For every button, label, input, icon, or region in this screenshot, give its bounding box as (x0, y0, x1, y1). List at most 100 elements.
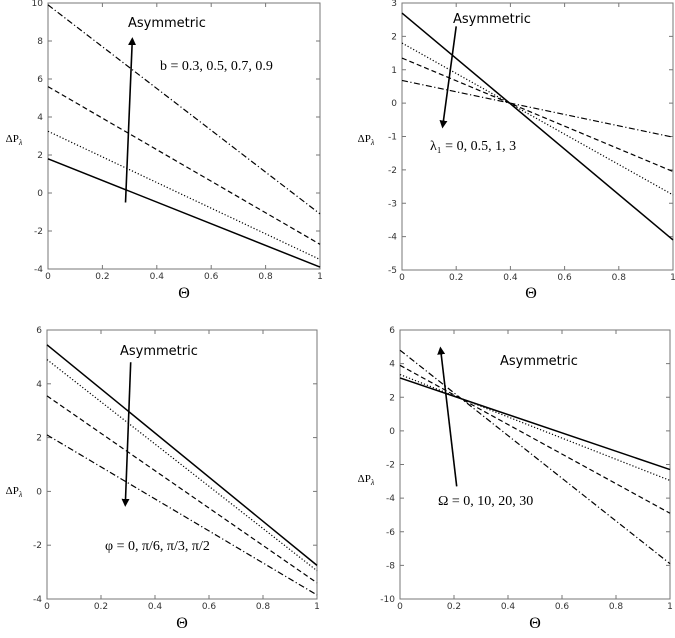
y-tick-label: 8 (37, 37, 43, 47)
y-tick-label: 0 (391, 99, 397, 109)
x-tick-label: 0.2 (447, 602, 461, 612)
series-line-dotted (47, 130, 321, 261)
y-tick-label: -6 (386, 528, 395, 538)
y-axis-label-main: ΔP (358, 473, 371, 485)
trend-arrow (121, 362, 132, 507)
x-tick-label: 1 (317, 272, 323, 282)
series-line-dashed (399, 364, 671, 514)
plot-frame (401, 2, 674, 271)
series-line-dotted (401, 42, 674, 196)
x-axis-label: Θ (178, 285, 190, 302)
series-line-solid (47, 158, 321, 268)
parameter-label: λ₁ = 0, 0.5, 1, 3 (430, 139, 516, 154)
y-tick-label: 4 (36, 380, 42, 390)
series-line-dotted (399, 373, 671, 482)
annotation-asymmetric: Asymmetric (500, 354, 578, 369)
series-line-dashed (401, 57, 674, 173)
x-tick-label: 0.4 (150, 272, 165, 282)
x-tick-label: 0.6 (202, 602, 217, 612)
series-line-dashed (47, 86, 321, 245)
y-axis-label: ΔPλ (358, 133, 375, 147)
parameter-label: φ = 0, π/6, π/3, π/2 (105, 539, 210, 554)
parameter-label: Ω = 0, 10, 20, 30 (438, 494, 533, 509)
y-tick-label: -1 (388, 133, 397, 143)
y-tick-label: -4 (388, 233, 397, 243)
y-tick-label: -2 (33, 541, 42, 551)
panel-4: 0 0.2 0.4 0.6 0.8 1 -10 -8 -6 -4 -2 0 2 4 6 Asymmetric Ω… (358, 326, 673, 632)
trend-arrow (439, 26, 457, 129)
parameter-label: b = 0.3, 0.5, 0.7, 0.9 (160, 59, 273, 74)
x-tick-label: 0 (44, 602, 50, 612)
x-tick-label: 0.6 (557, 273, 572, 283)
y-tick-label: 3 (391, 0, 397, 9)
y-axis-label-sub: λ (18, 138, 23, 147)
y-tick-label: -10 (380, 595, 395, 605)
x-tick-label: 0 (45, 272, 51, 282)
series-line-dashed (46, 395, 318, 584)
y-tick-label: 0 (389, 427, 395, 437)
annotation-asymmetric: Asymmetric (120, 344, 198, 359)
y-axis-label: ΔPλ (358, 473, 375, 487)
y-tick-label: -2 (388, 166, 397, 176)
y-axis-label-main: ΔP (6, 485, 19, 497)
x-axis-label: Θ (529, 615, 541, 632)
y-tick-label: -2 (34, 227, 43, 237)
panel-1: 0 0.2 0.4 0.6 0.8 1 -4 -2 0 2 4 6 8 10 Asymmetric b = 0… (6, 0, 323, 302)
x-tick-label: 1 (670, 273, 675, 283)
trend-arrow (124, 37, 137, 203)
x-tick-label: 0.4 (148, 602, 163, 612)
series-line-dotted (46, 359, 318, 572)
y-axis-label: ΔPλ (6, 133, 23, 147)
x-axis-label: Θ (176, 615, 188, 632)
y-tick-label: 0 (36, 487, 42, 497)
series-line-dashdot (399, 349, 671, 565)
y-tick-label: 10 (32, 0, 44, 9)
y-tick-label: -4 (386, 494, 395, 504)
y-axis-label-sub: λ (370, 138, 375, 147)
trend-arrow (437, 346, 458, 487)
x-tick-label: 0.6 (204, 272, 219, 282)
x-tick-label: 0.4 (503, 273, 518, 283)
y-tick-label: -4 (34, 265, 43, 275)
y-tick-label: -2 (386, 461, 395, 471)
series-line-solid (46, 344, 318, 566)
x-tick-label: 0.2 (449, 273, 463, 283)
y-tick-label: 6 (36, 326, 42, 336)
y-tick-label: -8 (386, 561, 395, 571)
x-tick-label: 0.2 (94, 602, 108, 612)
y-tick-label: 2 (389, 393, 395, 403)
y-tick-label: 2 (37, 151, 43, 161)
plot-frame (46, 329, 318, 600)
series-line-dashdot (46, 434, 318, 596)
x-tick-label: 0.8 (258, 272, 273, 282)
panel-2: 0 0.2 0.4 0.6 0.8 1 -5 -4 -3 -2 -1 0 1 2 3 Asymmetric λ₁… (358, 0, 675, 302)
y-tick-label: 4 (37, 113, 43, 123)
y-axis-label: ΔPλ (6, 485, 23, 499)
y-axis-label-main: ΔP (358, 133, 371, 145)
x-tick-label: 0.8 (256, 602, 271, 612)
y-tick-label: 2 (391, 32, 397, 42)
y-axis-label-main: ΔP (6, 133, 19, 145)
y-tick-label: -3 (388, 199, 397, 209)
annotation-asymmetric: Asymmetric (453, 12, 531, 27)
x-tick-label: 0.8 (612, 273, 627, 283)
x-tick-label: 0.8 (609, 602, 624, 612)
y-axis-label-sub: λ (18, 490, 23, 499)
x-tick-label: 0.2 (95, 272, 109, 282)
x-tick-label: 0 (397, 602, 403, 612)
x-tick-label: 0 (399, 273, 405, 283)
x-axis-label: Θ (525, 285, 537, 302)
x-tick-label: 0.4 (501, 602, 516, 612)
x-tick-label: 1 (667, 602, 673, 612)
series-line-solid (401, 12, 674, 241)
y-tick-label: 1 (391, 66, 397, 76)
y-tick-label: 0 (37, 189, 43, 199)
series-line-dashdot (401, 79, 674, 138)
x-tick-label: 1 (314, 602, 320, 612)
y-tick-label: -4 (33, 595, 42, 605)
x-tick-label: 0.6 (555, 602, 570, 612)
y-tick-label: 4 (389, 360, 395, 370)
plot-frame (47, 2, 321, 270)
